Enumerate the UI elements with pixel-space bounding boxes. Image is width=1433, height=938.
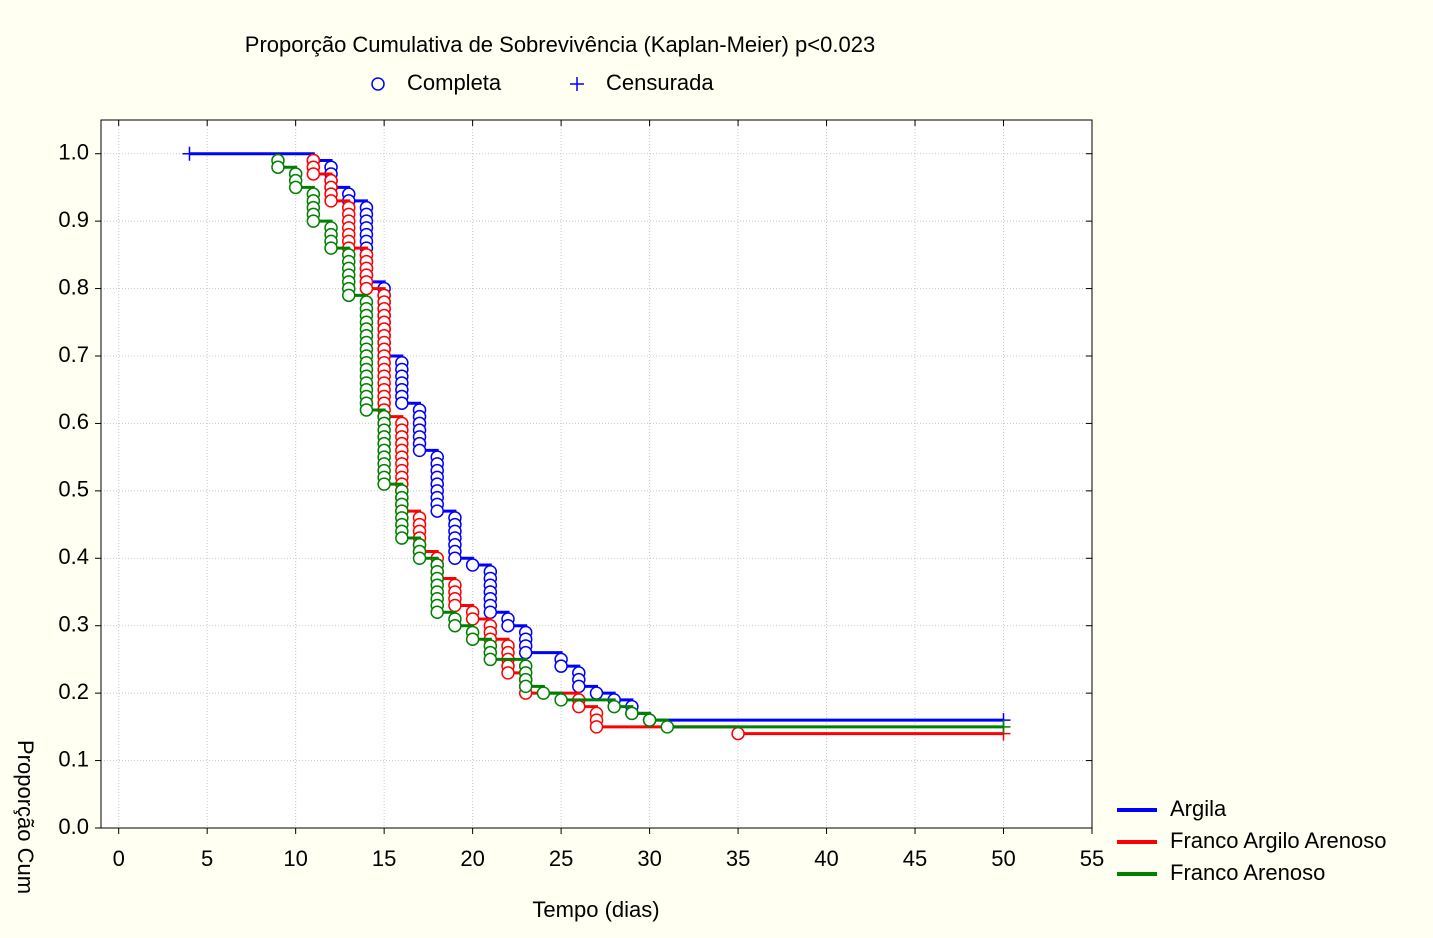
x-tick-label: 15	[372, 846, 396, 871]
y-tick-label: 0.3	[58, 612, 89, 637]
x-tick-label: 50	[991, 846, 1015, 871]
event-marker	[518, 679, 533, 694]
event-marker	[660, 720, 675, 734]
event-marker	[483, 652, 498, 667]
event-marker	[572, 699, 586, 714]
y-tick-label: 0.4	[58, 544, 89, 569]
event-marker	[288, 180, 303, 195]
y-tick-label: 0.6	[58, 409, 89, 434]
event-marker	[359, 403, 374, 417]
event-marker	[465, 558, 480, 572]
event-marker	[465, 612, 480, 626]
x-tick-label: 35	[726, 846, 750, 871]
event-marker	[448, 598, 462, 613]
legend-label: Franco Arenoso	[1170, 860, 1325, 885]
x-tick-label: 25	[549, 846, 573, 871]
y-axis-label: Proporção Cum	[13, 740, 38, 894]
legend-label: Franco Argilo Arenoso	[1170, 828, 1386, 853]
y-tick-label: 1.0	[58, 140, 89, 165]
x-tick-label: 55	[1080, 846, 1104, 871]
marks	[182, 146, 1011, 741]
event-marker	[430, 605, 444, 619]
x-tick-label: 5	[201, 846, 213, 871]
event-marker	[465, 632, 480, 646]
event-marker	[554, 659, 568, 673]
x-tick-label: 20	[460, 846, 484, 871]
event-marker	[554, 693, 568, 707]
event-marker	[448, 551, 462, 566]
event-marker	[306, 167, 321, 181]
event-marker	[412, 443, 427, 458]
event-marker	[589, 720, 604, 734]
event-marker	[501, 666, 515, 680]
event-marker	[324, 194, 338, 208]
event-markers	[271, 153, 1011, 734]
event-marker	[607, 699, 621, 714]
event-marker	[589, 686, 604, 700]
plot-frame	[100, 119, 1093, 829]
legend-event-symbol	[371, 77, 385, 91]
event-marker	[395, 531, 409, 545]
event-marker	[572, 679, 586, 694]
event-marker	[483, 605, 498, 619]
event-marker	[430, 504, 444, 518]
legend-event-label: Completa	[407, 70, 502, 95]
event-marker	[642, 713, 657, 727]
x-tick-label: 30	[637, 846, 661, 871]
legend: Argila Franco Argilo Arenoso Franco Arenos…	[1117, 796, 1386, 885]
event-marker	[501, 618, 515, 633]
event-marker	[448, 618, 462, 633]
axes: 0 5 10 15 20 25 30 35 40 45 50 55 0.0 0.1 0.2 0.3 0.4 0.5…	[58, 120, 1104, 871]
censored-marker	[996, 719, 1011, 734]
event-marker	[731, 726, 745, 741]
censored-marker	[182, 146, 197, 161]
event-marker	[359, 281, 374, 296]
x-axis-label: Tempo (dias)	[532, 897, 659, 922]
y-tick-label: 0.9	[58, 207, 89, 232]
event-marker	[377, 477, 391, 491]
legend-censored-label: Censurada	[606, 70, 714, 95]
legend-censored-symbol	[570, 77, 584, 91]
y-tick-label: 0.7	[58, 342, 89, 367]
x-tick-label: 45	[903, 846, 927, 871]
event-marker	[324, 241, 338, 255]
event-marker	[518, 645, 533, 660]
legend-label: Argila	[1170, 796, 1227, 821]
x-tick-label: 40	[814, 846, 838, 871]
y-tick-label: 0.8	[58, 274, 89, 299]
y-tick-label: 0.2	[58, 679, 89, 704]
event-marker	[271, 160, 285, 174]
x-tick-label: 10	[283, 846, 307, 871]
event-marker	[395, 396, 409, 410]
event-marker	[412, 551, 427, 566]
event-marker	[625, 706, 639, 721]
chart-title: Proporção Cumulativa de Sobrevivência (K…	[245, 32, 875, 57]
y-tick-label: 0.5	[58, 477, 89, 502]
y-tick-label: 0.0	[58, 814, 89, 839]
event-marker	[306, 214, 321, 228]
event-marker	[536, 686, 551, 700]
x-tick-label: 0	[113, 846, 125, 871]
event-marker	[342, 288, 356, 303]
y-tick-label: 0.1	[58, 746, 89, 771]
